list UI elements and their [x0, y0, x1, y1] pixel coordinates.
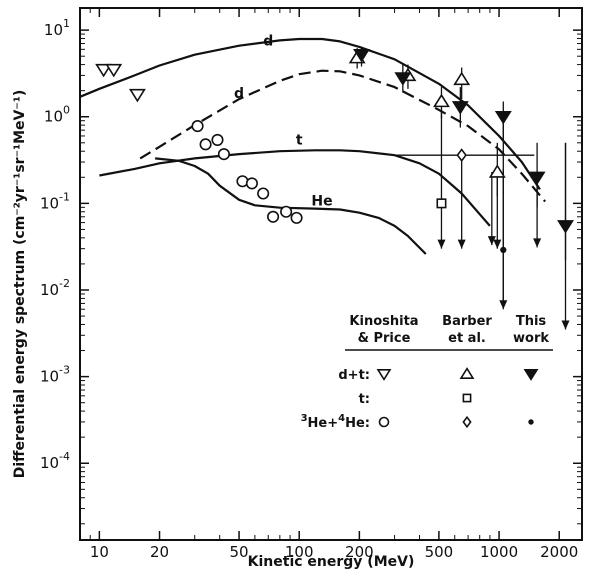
data-point-circle-open — [267, 210, 280, 223]
legend-column-header: work — [513, 331, 549, 346]
y-axis-title: Differential energy spectrum (cm⁻²yr⁻¹sr… — [12, 90, 28, 479]
curve-d — [79, 37, 541, 191]
data-point-triangle-down-filled — [451, 101, 469, 115]
limit-arrowhead — [533, 238, 542, 248]
axis-ticks-group: 10 20 50 100 200 500 1000 2000 101 100 10-1 10-2 10-… — [40, 8, 582, 561]
legend-row-label: t: — [359, 392, 370, 407]
legend-row-label: 3He+4He: — [301, 413, 370, 431]
y-tick-label: 10-1 — [40, 190, 70, 212]
data-point-circle-open — [290, 211, 303, 224]
legend-marker-circle-filled — [528, 419, 534, 425]
data-point-triangle-down-open — [95, 63, 113, 78]
curve-label: t — [296, 132, 303, 148]
data-point-diamond-open — [456, 148, 467, 163]
y-tick-label: 10-3 — [40, 364, 70, 386]
x-tick-label: 2000 — [540, 543, 578, 561]
x-tick-label: 200 — [345, 543, 374, 561]
x-tick-label: 500 — [425, 543, 454, 561]
limit-arrowhead — [457, 239, 466, 249]
legend-row-label: d+t: — [338, 368, 370, 383]
limit-arrowhead — [561, 320, 570, 330]
legend: Kinoshita & Price Barber et al. This work d+t:… — [301, 314, 553, 431]
data-point-triangle-down-filled — [394, 72, 412, 86]
legend-column-header: et al. — [448, 331, 486, 346]
legend-marker-triangle-down-filled — [523, 369, 539, 381]
data-point-circle-open — [217, 148, 230, 161]
x-tick-label: 100 — [285, 543, 314, 561]
data-point-triangle-down-filled — [557, 220, 574, 234]
error-bars-group — [356, 46, 570, 330]
curve-label: d — [263, 34, 273, 50]
data-point-triangle-down-filled — [494, 111, 512, 125]
data-point-triangle-down-filled — [353, 49, 370, 63]
legend-marker-triangle-down-open — [376, 369, 392, 381]
curves-group — [79, 37, 546, 255]
limit-arrowhead — [493, 239, 502, 249]
x-tick-label: 10 — [90, 543, 109, 561]
x-tick-label: 20 — [150, 543, 169, 561]
limit-arrowhead — [487, 236, 496, 246]
curve-label: d — [234, 86, 244, 102]
legend-column-header: Kinoshita — [349, 314, 418, 329]
data-point-triangle-up-open — [488, 164, 506, 178]
curve-label: He — [311, 193, 332, 209]
curve-t — [99, 149, 491, 227]
axis-titles-group: Kinetic energy (MeV) Differential energy… — [12, 90, 414, 570]
data-points-group — [95, 49, 574, 254]
plot-frame-group — [79, 7, 583, 541]
data-point-circle-open — [199, 138, 212, 151]
data-point-square-open — [436, 198, 447, 209]
x-tick-label: 1000 — [480, 543, 518, 561]
legend-marker-diamond-open — [462, 415, 472, 429]
x-axis-title: Kinetic energy (MeV) — [248, 554, 415, 570]
plot-frame — [79, 7, 583, 541]
data-point-circle-open — [211, 133, 224, 146]
legend-marker-triangle-up-open — [459, 367, 475, 379]
data-point-circle-open — [280, 205, 293, 218]
y-tick-label: 100 — [44, 104, 70, 126]
data-point-circle-open — [245, 177, 258, 190]
legend-column-header: This — [516, 314, 547, 329]
y-tick-label: 10-4 — [40, 450, 70, 472]
x-tick-label: 50 — [230, 543, 249, 561]
curve-labels-group: d d t He — [234, 34, 333, 210]
data-point-triangle-down-open — [128, 88, 146, 103]
legend-marker-square-open — [462, 393, 472, 403]
y-tick-label: 101 — [44, 17, 70, 39]
data-point-circle-open — [257, 187, 270, 200]
data-point-triangle-down-open — [105, 63, 123, 78]
data-point-circle-filled — [500, 246, 507, 254]
limit-arrowhead — [437, 239, 446, 249]
data-point-circle-open — [191, 120, 204, 133]
legend-column-header: Barber — [442, 314, 492, 329]
legend-column-header: & Price — [358, 331, 411, 346]
data-point-triangle-down-filled — [528, 171, 546, 186]
curve-He — [154, 157, 427, 255]
curve-d-dashed — [139, 69, 546, 203]
data-point-triangle-up-open — [453, 71, 471, 86]
data-point-triangle-up-open — [433, 93, 450, 108]
y-tick-label: 10-2 — [40, 277, 70, 299]
legend-marker-circle-open — [378, 416, 390, 428]
